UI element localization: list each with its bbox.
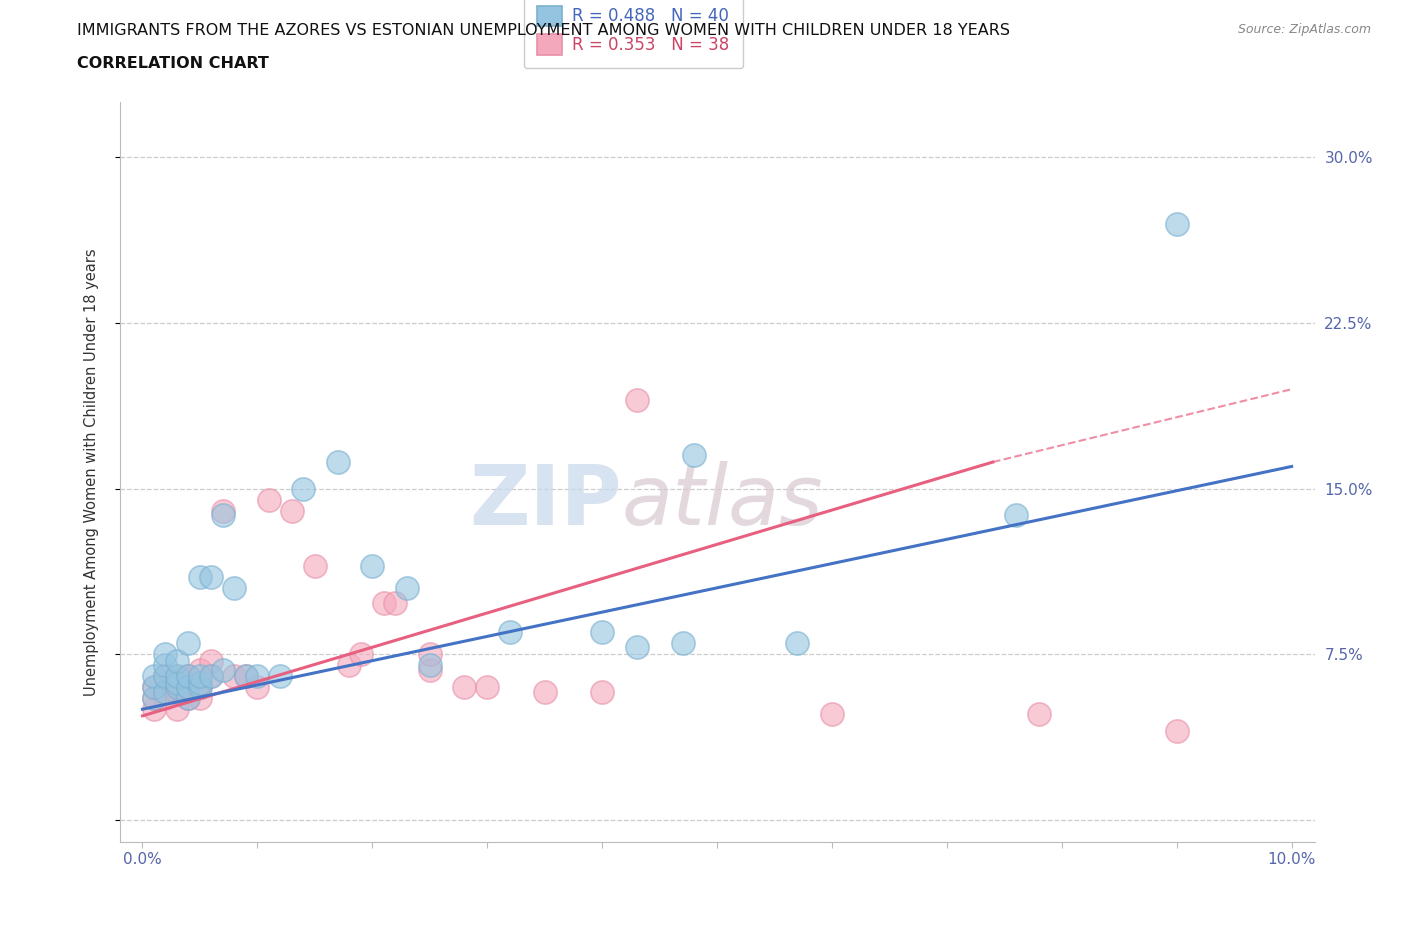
Point — [166, 702, 188, 717]
Point — [326, 455, 349, 470]
Point — [626, 640, 648, 655]
Point — [166, 669, 188, 684]
Text: atlas: atlas — [621, 461, 823, 542]
Point — [373, 596, 395, 611]
Legend: R = 0.488   N = 40, R = 0.353   N = 38: R = 0.488 N = 40, R = 0.353 N = 38 — [524, 0, 742, 68]
Point — [188, 675, 211, 690]
Point — [419, 646, 441, 661]
Text: ZIP: ZIP — [470, 461, 621, 542]
Point — [188, 680, 211, 695]
Point — [177, 680, 200, 695]
Point — [155, 646, 177, 661]
Point — [155, 669, 177, 684]
Point — [188, 691, 211, 706]
Y-axis label: Unemployment Among Women with Children Under 18 years: Unemployment Among Women with Children U… — [84, 248, 98, 696]
Point — [1166, 217, 1188, 232]
Point — [155, 669, 177, 684]
Point — [683, 448, 706, 463]
Point — [281, 503, 304, 518]
Point — [1028, 706, 1050, 721]
Point — [821, 706, 844, 721]
Point — [477, 680, 499, 695]
Point — [1166, 724, 1188, 738]
Point — [143, 691, 166, 706]
Point — [177, 691, 200, 706]
Point — [143, 691, 166, 706]
Text: Source: ZipAtlas.com: Source: ZipAtlas.com — [1237, 23, 1371, 36]
Point — [1004, 508, 1026, 523]
Point — [361, 558, 384, 573]
Text: IMMIGRANTS FROM THE AZORES VS ESTONIAN UNEMPLOYMENT AMONG WOMEN WITH CHILDREN UN: IMMIGRANTS FROM THE AZORES VS ESTONIAN U… — [77, 23, 1011, 38]
Point — [166, 684, 188, 699]
Point — [155, 684, 177, 699]
Point — [292, 481, 315, 496]
Point — [419, 662, 441, 677]
Point — [200, 653, 222, 668]
Point — [257, 492, 280, 507]
Point — [188, 569, 211, 584]
Point — [143, 702, 166, 717]
Point — [269, 669, 291, 684]
Point — [177, 669, 200, 684]
Point — [188, 669, 211, 684]
Point — [212, 503, 235, 518]
Point — [626, 392, 648, 407]
Point — [304, 558, 326, 573]
Point — [246, 680, 269, 695]
Point — [177, 691, 200, 706]
Point — [155, 691, 177, 706]
Point — [166, 675, 188, 690]
Point — [212, 508, 235, 523]
Point — [188, 662, 211, 677]
Point — [235, 669, 257, 684]
Point — [591, 625, 613, 640]
Point — [143, 669, 166, 684]
Point — [212, 662, 235, 677]
Point — [499, 625, 522, 640]
Point — [453, 680, 475, 695]
Point — [200, 669, 222, 684]
Point — [384, 596, 406, 611]
Point — [200, 569, 222, 584]
Point — [166, 680, 188, 695]
Point — [143, 680, 166, 695]
Point — [224, 669, 246, 684]
Point — [337, 658, 360, 672]
Point — [671, 635, 693, 650]
Point — [177, 635, 200, 650]
Point — [177, 669, 200, 684]
Point — [155, 658, 177, 672]
Point — [200, 669, 222, 684]
Point — [235, 669, 257, 684]
Point — [177, 680, 200, 695]
Point — [166, 653, 188, 668]
Point — [155, 684, 177, 699]
Point — [246, 669, 269, 684]
Point — [419, 658, 441, 672]
Point — [786, 635, 808, 650]
Point — [533, 684, 555, 699]
Point — [166, 669, 188, 684]
Point — [143, 680, 166, 695]
Point — [224, 580, 246, 595]
Text: CORRELATION CHART: CORRELATION CHART — [77, 56, 269, 71]
Point — [188, 680, 211, 695]
Point — [350, 646, 373, 661]
Point — [395, 580, 418, 595]
Point — [591, 684, 613, 699]
